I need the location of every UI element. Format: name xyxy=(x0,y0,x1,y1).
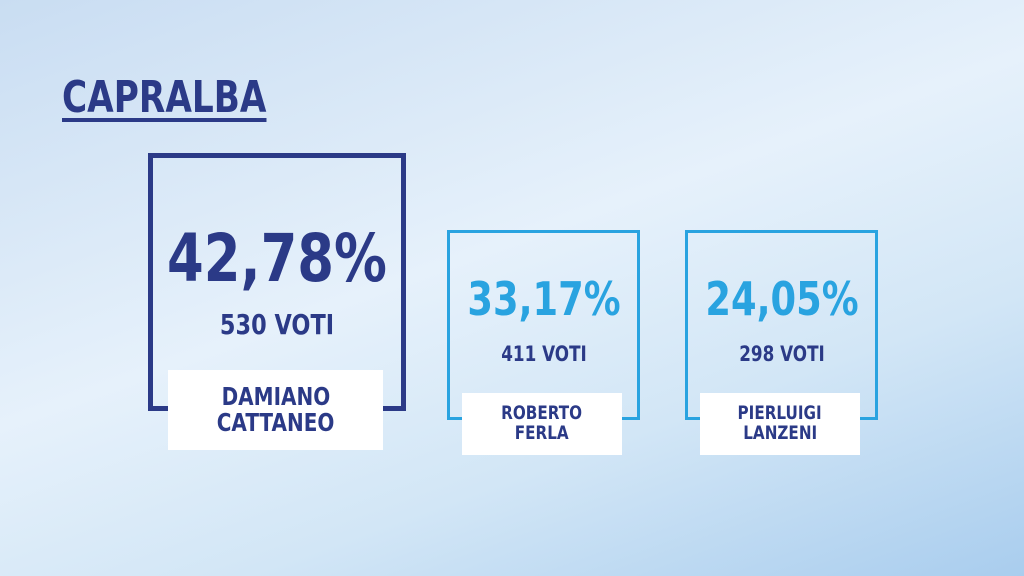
name-line: PIERLUIGI xyxy=(737,402,823,425)
name-label: PIERLUIGI LANZENI xyxy=(700,393,860,455)
title: CAPRALBA xyxy=(62,72,267,123)
votes: 298 VOTI xyxy=(738,342,825,366)
name-label: ROBERTO FERLA xyxy=(462,393,622,455)
votes: 530 VOTI xyxy=(219,308,335,341)
name-line: ROBERTO xyxy=(501,402,583,425)
name-line: DAMIANO xyxy=(221,381,330,411)
percent: 24,05% xyxy=(704,272,859,326)
name-label: DAMIANO CATTANEO xyxy=(168,370,383,450)
name-line: FERLA xyxy=(515,422,569,444)
percent: 42,78% xyxy=(167,220,387,297)
votes: 411 VOTI xyxy=(500,342,587,366)
name-line: CATTANEO xyxy=(216,408,335,437)
name-line: LANZENI xyxy=(743,422,817,444)
percent: 33,17% xyxy=(466,272,621,326)
